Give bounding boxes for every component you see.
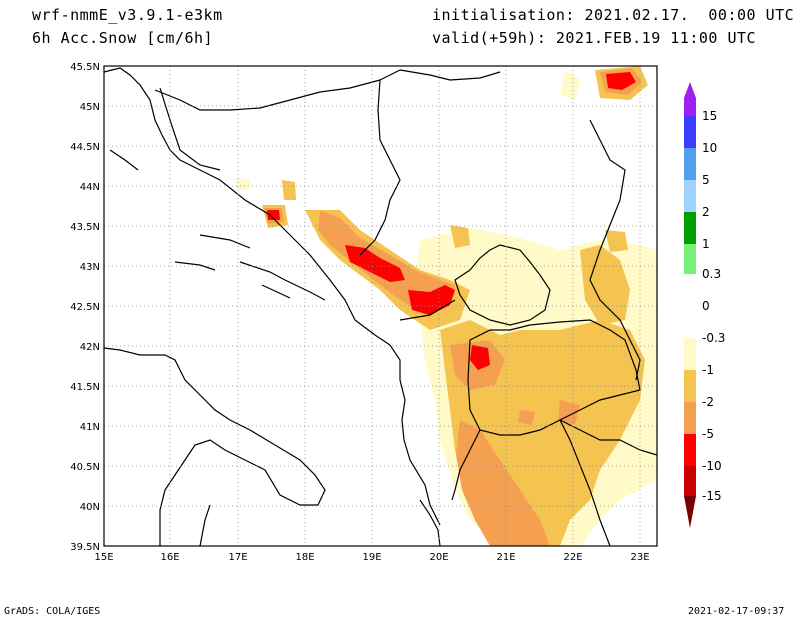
lat-label: 42N	[80, 342, 100, 353]
colorbar-swatch	[684, 402, 696, 434]
colorbar-swatch	[684, 338, 696, 370]
colorbar-swatch	[684, 370, 696, 402]
colorbar-label: -2	[702, 395, 714, 409]
colorbar-label: 10	[702, 141, 717, 155]
lat-label: 44N	[80, 182, 100, 193]
footer-credit: GrADS: COLA/IGES	[4, 606, 101, 617]
colorbar-label: -1	[702, 363, 714, 377]
lon-label: 18E	[295, 552, 314, 563]
colorbar-label: 2	[702, 205, 710, 219]
lat-label: 41N	[80, 422, 100, 433]
lon-label: 16E	[160, 552, 179, 563]
colorbar-label: -10	[702, 459, 722, 473]
lat-label: 43.5N	[70, 222, 100, 233]
colorbar-bottom-arrow	[684, 496, 696, 528]
colorbar-label: 1	[702, 237, 710, 251]
lat-label: 41.5N	[70, 382, 100, 393]
colorbar-swatch	[684, 274, 696, 338]
colorbar-label: 0	[702, 299, 710, 313]
snow-field	[235, 66, 657, 546]
colorbar-label: 15	[702, 109, 717, 123]
colorbar-label: 0.3	[702, 267, 721, 281]
colorbar: 15 10 5 2 1 0.3 0 -0.3 -1 -2 -5 -10 -15	[684, 82, 725, 528]
lon-label: 20E	[429, 552, 448, 563]
lat-label: 45N	[80, 102, 100, 113]
lat-label: 40.5N	[70, 462, 100, 473]
colorbar-label: -0.3	[702, 331, 725, 345]
lat-axis: 45.5N 45N 44.5N 44N 43.5N 43N 42.5N 42N …	[70, 62, 100, 553]
lat-label: 40N	[80, 502, 100, 513]
footer-timestamp: 2021-02-17-09:37	[688, 606, 785, 617]
colorbar-swatch	[684, 466, 696, 496]
lon-label: 22E	[563, 552, 582, 563]
colorbar-top-arrow	[684, 82, 696, 98]
colorbar-label: 5	[702, 173, 710, 187]
colorbar-swatch	[684, 116, 696, 148]
lon-label: 15E	[94, 552, 113, 563]
colorbar-swatch	[684, 434, 696, 466]
field-name: 6h Acc.Snow [cm/6h]	[32, 29, 214, 47]
lon-label: 21E	[496, 552, 515, 563]
colorbar-swatch	[684, 98, 696, 116]
colorbar-label: -5	[702, 427, 714, 441]
colorbar-swatch	[684, 148, 696, 180]
map-frame	[103, 65, 658, 547]
model-name: wrf-nmmE_v3.9.1-e3km	[32, 6, 223, 24]
lat-label: 39.5N	[70, 542, 100, 553]
colorbar-swatch	[684, 212, 696, 244]
valid-time: valid(+59h): 2021.FEB.19 11:00 UTC	[432, 29, 757, 47]
lat-label: 44.5N	[70, 142, 100, 153]
colorbar-swatch	[684, 180, 696, 212]
lat-label: 42.5N	[70, 302, 100, 313]
init-time: initialisation: 2021.02.17. 00:00 UTC	[432, 6, 795, 24]
colorbar-label: -15	[702, 489, 722, 503]
lon-label: 17E	[228, 552, 247, 563]
coastlines-borders	[103, 67, 658, 547]
lon-label: 19E	[362, 552, 381, 563]
lat-label: 43N	[80, 262, 100, 273]
grid-lines	[104, 66, 657, 546]
lon-label: 23E	[630, 552, 649, 563]
lon-axis: 15E 16E 17E 18E 19E 20E 21E 22E 23E	[94, 552, 649, 563]
colorbar-swatch	[684, 244, 696, 274]
lat-label: 45.5N	[70, 62, 100, 73]
